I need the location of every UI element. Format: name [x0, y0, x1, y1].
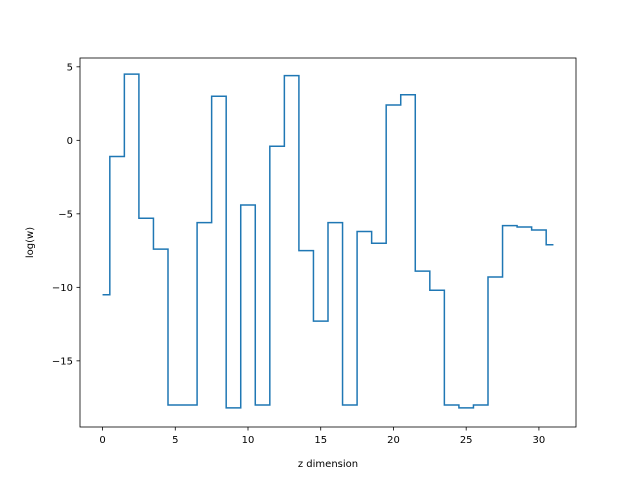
x-tick-label: 0: [99, 435, 105, 446]
y-tick-label: −5: [58, 209, 73, 220]
y-axis-ticks: 5 0 −5 −10 −15: [52, 62, 80, 367]
y-tick-label: −15: [52, 356, 73, 367]
axes-frame: [79, 57, 577, 428]
x-tick-label: 25: [460, 435, 473, 446]
x-tick-label: 20: [387, 435, 400, 446]
y-tick-label: 5: [67, 62, 73, 73]
x-tick-label: 5: [172, 435, 178, 446]
x-tick-label: 15: [314, 435, 327, 446]
x-tick-label: 10: [242, 435, 255, 446]
x-tick-label: 30: [533, 435, 546, 446]
series-line: [102, 73, 554, 409]
y-tick-label: 0: [67, 136, 73, 147]
x-axis-ticks: 0 5 10 15 20 25 30: [99, 427, 545, 446]
y-axis-label: log(w): [25, 227, 36, 258]
x-axis-label: z dimension: [298, 459, 358, 470]
y-tick-label: −10: [52, 283, 73, 294]
plot-area: [102, 73, 554, 409]
